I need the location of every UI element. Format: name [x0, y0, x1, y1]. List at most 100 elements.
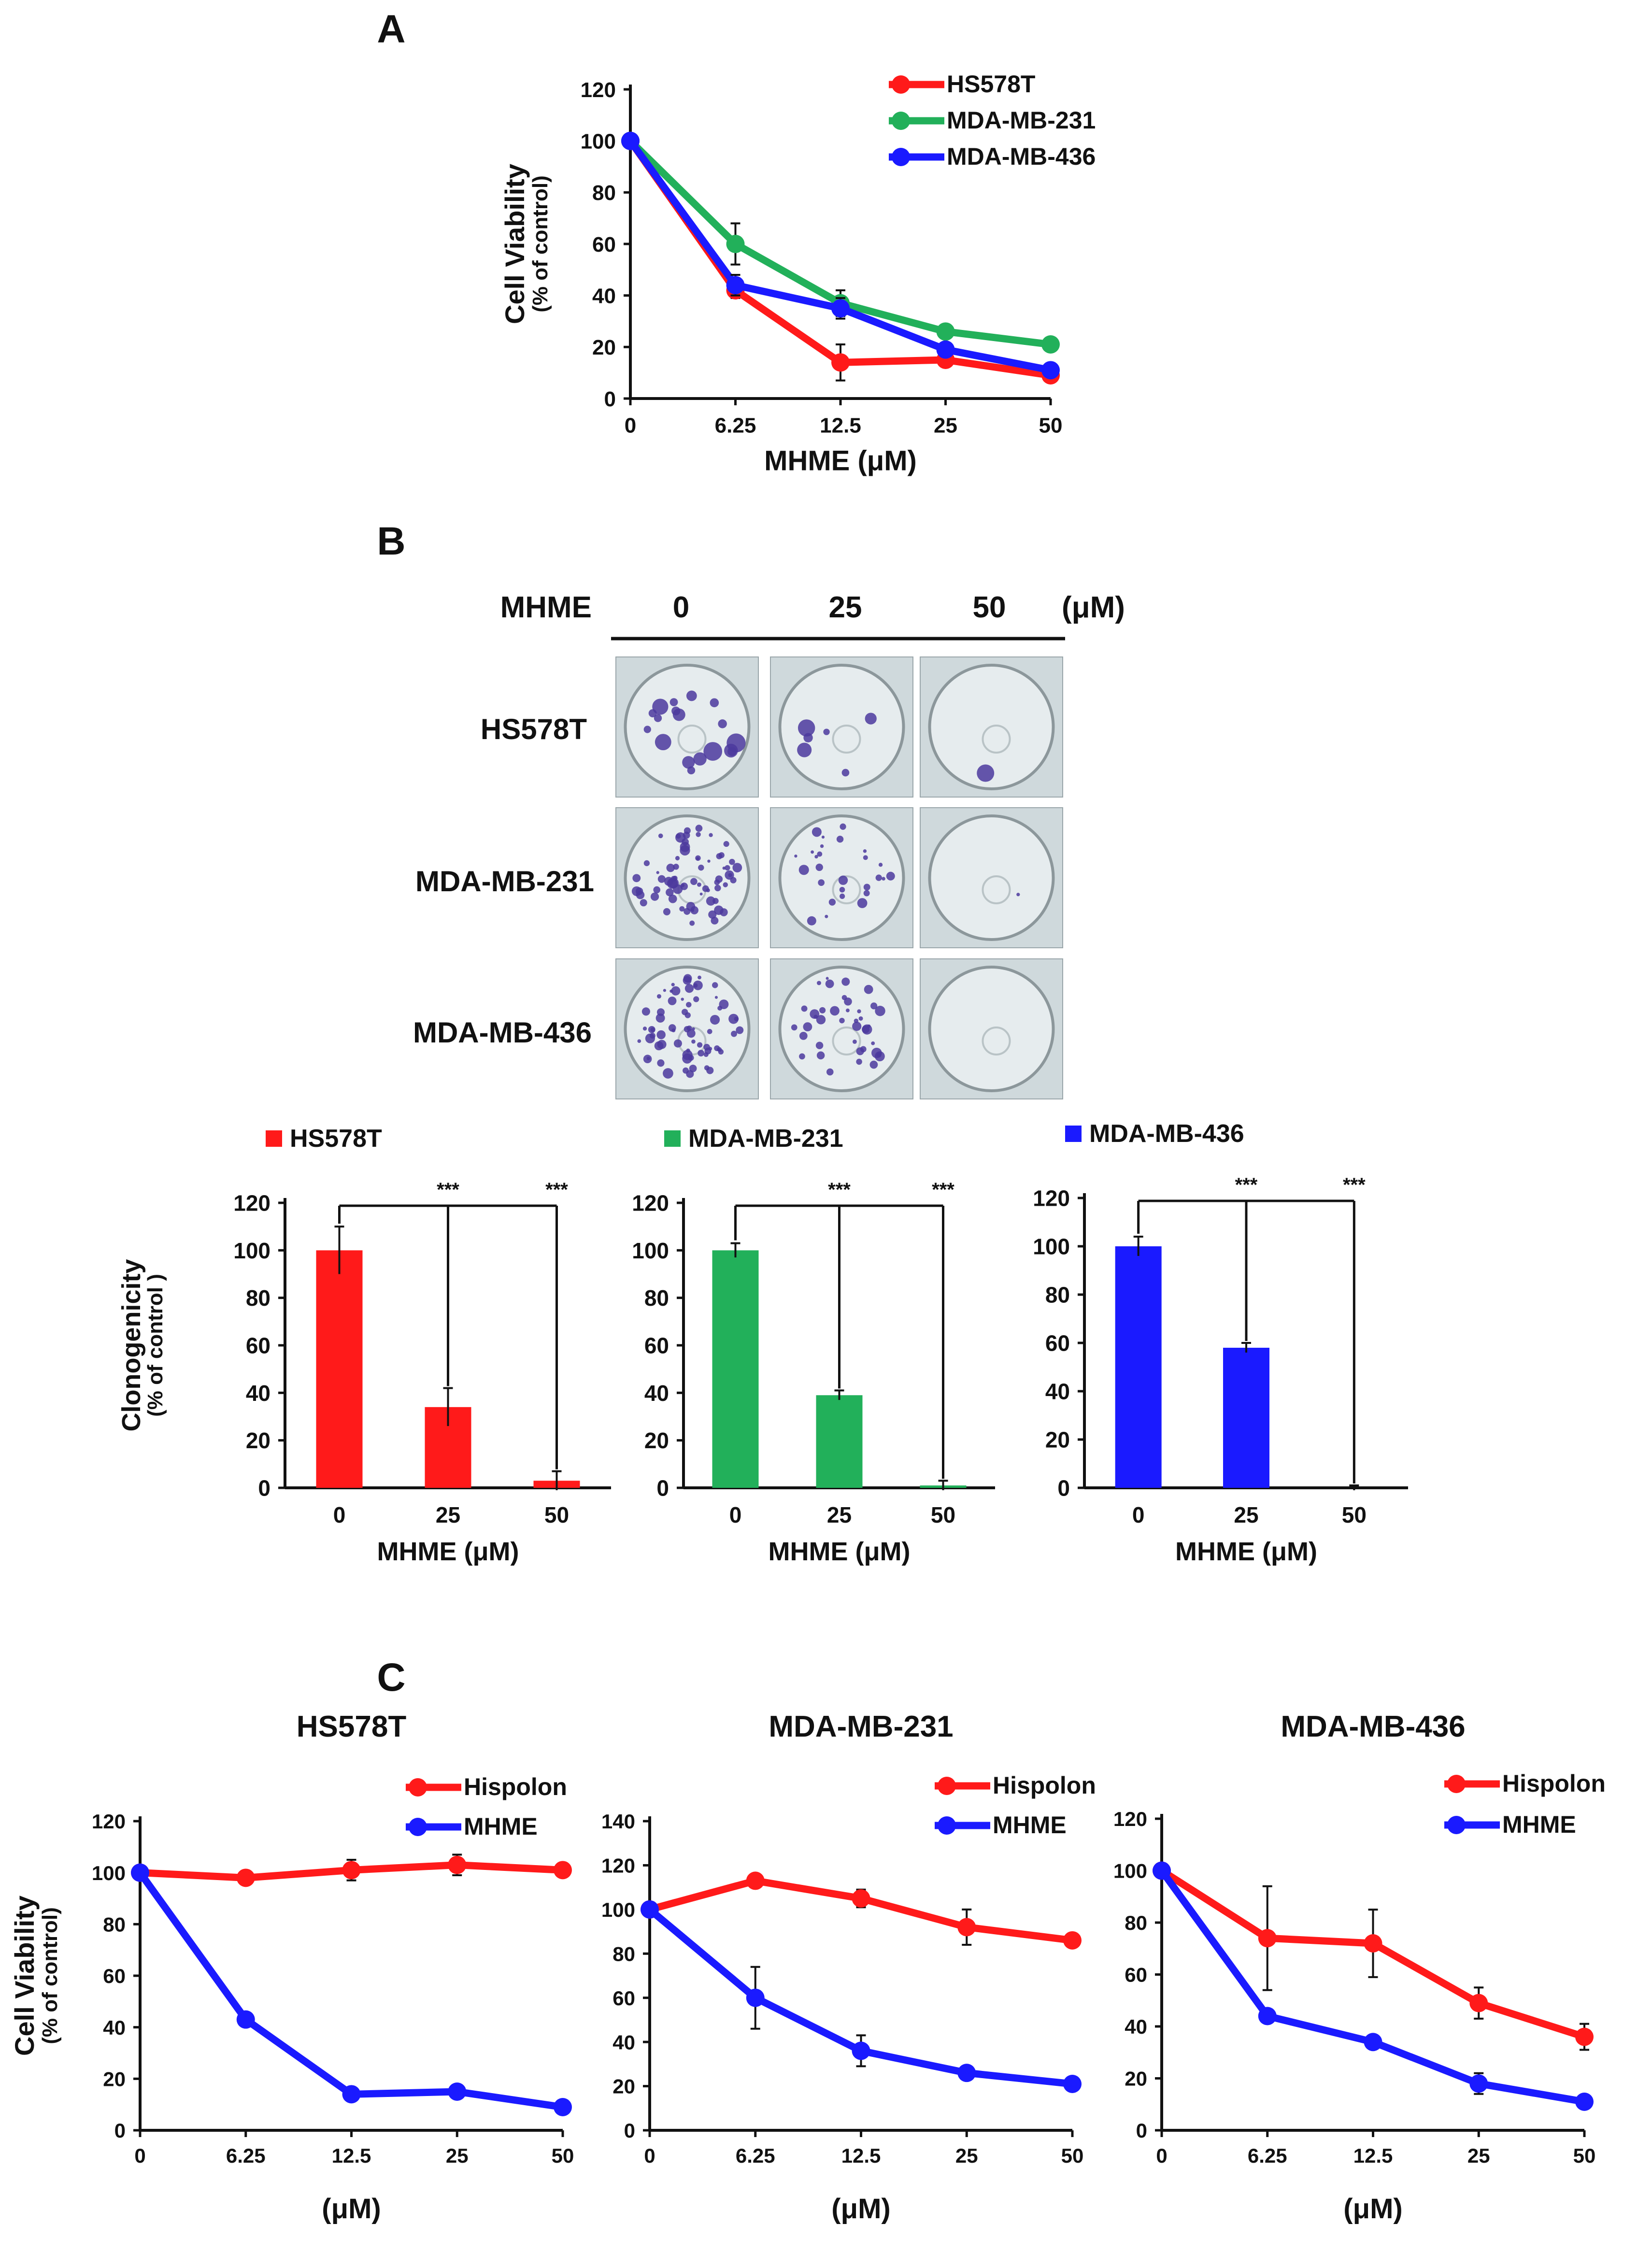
y-tick-label: 80	[1125, 1911, 1147, 1934]
x-tick-label: 0	[625, 414, 636, 437]
colony-spot	[699, 892, 703, 896]
y-tick-label: 120	[233, 1191, 271, 1216]
colony-spot	[718, 719, 727, 728]
y-tick-label: 0	[1136, 2119, 1147, 2142]
x-tick-label: 50	[1342, 1502, 1367, 1527]
legend-label: MDA-MB-436	[947, 143, 1096, 170]
y-tick-label: 60	[1045, 1331, 1070, 1356]
colony-spot	[727, 747, 737, 756]
colony-spot	[690, 878, 698, 885]
colony-spot	[875, 874, 882, 881]
x-tick-label: 12.5	[1353, 2144, 1393, 2167]
x-tick-label: 0	[644, 2144, 655, 2167]
y-tick-label: 0	[656, 1476, 669, 1501]
colony-spot	[839, 887, 845, 893]
legend-swatch	[1065, 1126, 1082, 1142]
panel-b-bar-chart-mda-mb-231: 0 20 40 60 80 100 120 0 25 50 *** *** MDA-MB-231 MHME…	[632, 1125, 995, 1566]
dish-reflection	[832, 725, 861, 754]
data-point-mda-mb-436	[831, 299, 850, 318]
colony-spot	[858, 1016, 863, 1021]
colony-spot	[820, 844, 824, 848]
colony-spot	[671, 983, 675, 986]
colony-spot	[870, 1002, 878, 1010]
colony-spot	[632, 874, 641, 883]
y-tick-label: 100	[632, 1238, 669, 1263]
legend-swatch-marker	[1447, 1775, 1466, 1793]
colony-spot	[686, 1002, 692, 1008]
data-point-mhme	[852, 2041, 870, 2060]
x-tick-label: 12.5	[841, 2144, 881, 2167]
colony-spot	[977, 764, 995, 782]
legend-label: MDA-MB-436	[1089, 1120, 1244, 1148]
y-tick-label: 80	[246, 1285, 271, 1311]
colony-spot	[679, 906, 685, 912]
x-axis-title: MHME (μM)	[1175, 1537, 1317, 1566]
colony-spot	[803, 1022, 812, 1032]
significance-stars: ***	[932, 1179, 954, 1200]
colony-spot	[698, 864, 704, 871]
data-point-mda-mb-436	[1041, 361, 1060, 380]
colony-spot	[732, 863, 742, 872]
chart-title: MDA-MB-436	[1281, 1710, 1465, 1743]
legend-swatch-marker	[409, 1778, 427, 1797]
significance-stars: ***	[828, 1179, 851, 1200]
colony-spot	[696, 832, 701, 837]
y-tick-label: 20	[644, 1428, 669, 1453]
y-tick-label: 60	[1125, 1964, 1147, 1986]
colony-spot	[803, 733, 813, 742]
colony-spot	[841, 977, 850, 986]
legend-swatch	[664, 1130, 681, 1147]
bar-hs578t	[316, 1250, 363, 1488]
y-axis-title: Cell Viability	[9, 1896, 40, 2056]
colony-spot	[799, 1053, 805, 1060]
colony-spot	[671, 706, 681, 715]
y-tick-label: 80	[644, 1285, 669, 1311]
colony-spot	[692, 1027, 695, 1031]
colony-dose-unit: (μM)	[1062, 591, 1125, 624]
panel-c-letter: C	[377, 1655, 405, 1699]
x-axis-title: (μM)	[1343, 2193, 1402, 2224]
legend-label: MHME	[464, 1813, 538, 1840]
x-tick-label: 25	[934, 414, 957, 437]
colony-spot	[683, 974, 692, 983]
colony-spot	[706, 888, 710, 893]
legend-swatch	[266, 1130, 282, 1147]
y-tick-label: 120	[92, 1810, 126, 1833]
colony-spot	[728, 873, 732, 877]
colony-spot	[840, 823, 846, 830]
y-tick-label: 20	[246, 1428, 271, 1453]
significance-stars: ***	[1343, 1174, 1366, 1196]
y-tick-label: 0	[604, 387, 616, 411]
x-tick-label: 25	[446, 2144, 469, 2167]
colony-spot	[841, 769, 850, 777]
data-point-mhme	[1575, 2092, 1594, 2111]
colony-spot	[684, 984, 694, 993]
y-tick-label: 60	[246, 1333, 271, 1358]
colony-spot	[812, 827, 822, 837]
colony-spot	[686, 1048, 690, 1053]
y-tick-label: 40	[1125, 2015, 1147, 2038]
colony-spot	[856, 1047, 864, 1055]
colony-spot	[675, 856, 680, 861]
x-tick-label: 25	[955, 2144, 978, 2167]
colony-spot	[686, 1029, 696, 1038]
data-point-hispolon	[1063, 1931, 1082, 1950]
y-axis-subtitle: (% of control )	[143, 1274, 167, 1417]
colony-spot	[814, 855, 818, 859]
y-tick-label: 60	[612, 1987, 635, 2010]
data-point-hispolon	[1575, 2027, 1594, 2046]
legend-swatch-marker	[1447, 1816, 1466, 1834]
colony-spot	[681, 884, 685, 887]
x-tick-label: 50	[1573, 2144, 1596, 2167]
y-tick-label: 80	[612, 1942, 635, 1965]
colony-spot	[710, 1014, 720, 1025]
colony-spot	[675, 832, 686, 843]
colony-spot	[709, 833, 713, 837]
colony-row-label: HS578T	[481, 713, 587, 745]
chart-title: HS578T	[297, 1710, 407, 1743]
data-point-hs578t	[831, 353, 850, 372]
colony-spot	[707, 859, 711, 863]
colony-spot	[698, 1050, 705, 1057]
colony-spot	[643, 860, 650, 867]
colony-spot	[825, 979, 834, 988]
